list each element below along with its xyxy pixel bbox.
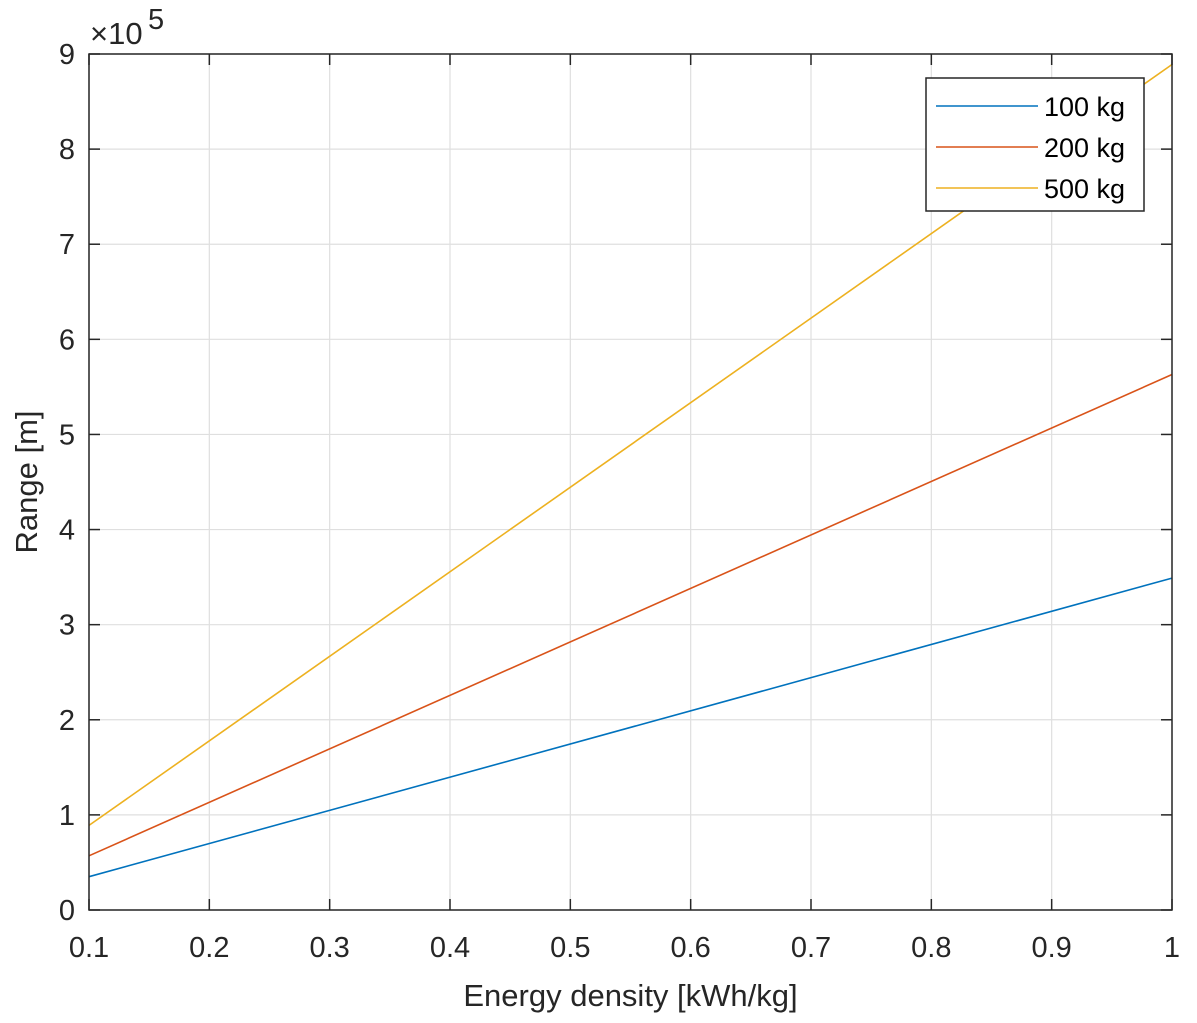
y-exponent-label: ×10 <box>90 16 143 51</box>
plot-frame <box>88 53 1173 911</box>
x-tick-label: 1 <box>1164 932 1180 964</box>
x-tick-label: 0.8 <box>911 932 951 964</box>
y-tick-label: 2 <box>59 705 75 737</box>
legend: 100 kg 200 kg 500 kg <box>925 77 1145 212</box>
x-tick-label: 0.9 <box>1032 932 1072 964</box>
x-tick-label: 0.5 <box>550 932 590 964</box>
y-tick-label: 3 <box>59 610 75 642</box>
x-tick-label: 0.6 <box>671 932 711 964</box>
x-tick-label: 0.2 <box>189 932 229 964</box>
x-tick-label: 0.4 <box>430 932 470 964</box>
x-tick-label: 0.1 <box>69 932 109 964</box>
ticks: 0.1 0.2 0.3 0.4 0.5 0.6 0.7 0.8 0.9 1 0 1 2 3 4 5 6 7 8 9 <box>59 39 1180 964</box>
y-tick-label: 1 <box>59 800 75 832</box>
legend-label: 100 kg <box>1044 92 1125 122</box>
y-exponent-power: 5 <box>148 4 164 36</box>
series-line-200-kg <box>88 373 1173 857</box>
y-tick-label: 9 <box>59 39 75 71</box>
series-line-100-kg <box>88 577 1173 878</box>
x-tick-label: 0.3 <box>310 932 350 964</box>
y-tick-label: 5 <box>59 419 75 451</box>
legend-label: 500 kg <box>1044 174 1125 204</box>
y-tick-label: 6 <box>59 324 75 356</box>
y-axis-label: Range [m] <box>9 410 44 553</box>
y-tick-label: 8 <box>59 134 75 166</box>
x-axis-label: Energy density [kWh/kg] <box>463 978 797 1013</box>
legend-box <box>925 77 1145 212</box>
x-tick-label: 0.7 <box>791 932 831 964</box>
y-tick-label: 4 <box>59 515 75 547</box>
legend-label: 200 kg <box>1044 133 1125 163</box>
y-tick-label: 7 <box>59 229 75 261</box>
y-tick-label: 0 <box>59 895 75 927</box>
